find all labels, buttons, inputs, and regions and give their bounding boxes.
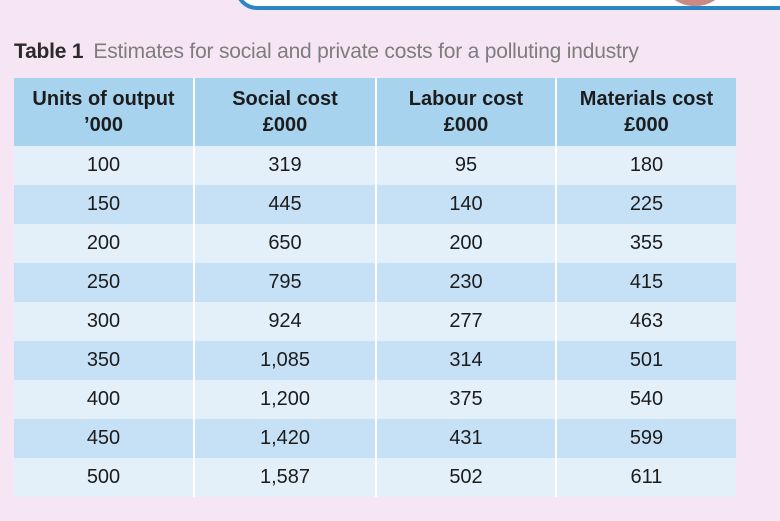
cell-social-cost: 1,420 — [194, 419, 377, 458]
column-header-materials-cost: Materials cost £000 — [556, 78, 736, 146]
column-header-line1: Units of output — [32, 88, 175, 110]
cell-units-of-output: 150 — [14, 185, 195, 224]
cell-social-cost: 1,587 — [194, 458, 377, 497]
table-row: 500 1,587 502 611 — [14, 458, 736, 497]
cell-units-of-output: 300 — [14, 302, 195, 341]
cell-materials-cost: 355 — [556, 224, 736, 263]
cell-materials-cost: 501 — [556, 341, 736, 380]
cell-materials-cost: 415 — [556, 263, 736, 302]
cell-units-of-output: 350 — [14, 341, 195, 380]
table-header: Units of output ’000 Social cost £000 La… — [14, 78, 736, 146]
table-row: 250 795 230 415 — [14, 263, 736, 302]
table-row: 350 1,085 314 501 — [14, 341, 736, 380]
decorative-image-fragment — [660, 0, 730, 6]
cell-labour-cost: 375 — [376, 380, 557, 419]
table-row: 450 1,420 431 599 — [14, 419, 736, 458]
table-row: 300 924 277 463 — [14, 302, 736, 341]
cell-units-of-output: 450 — [14, 419, 195, 458]
table-row: 400 1,200 375 540 — [14, 380, 736, 419]
table-caption: Table 1 Estimates for social and private … — [14, 40, 639, 64]
cell-units-of-output: 250 — [14, 263, 195, 302]
column-header-social-cost: Social cost £000 — [194, 78, 377, 146]
cell-labour-cost: 95 — [376, 146, 557, 185]
cell-labour-cost: 277 — [376, 302, 557, 341]
cell-labour-cost: 200 — [376, 224, 557, 263]
cell-materials-cost: 599 — [556, 419, 736, 458]
cell-materials-cost: 225 — [556, 185, 736, 224]
table-title: Estimates for social and private costs f… — [93, 40, 639, 63]
cell-social-cost: 1,085 — [194, 341, 377, 380]
cell-units-of-output: 200 — [14, 224, 195, 263]
table-row: 100 319 95 180 — [14, 146, 736, 185]
cell-units-of-output: 100 — [14, 146, 195, 185]
cell-units-of-output: 500 — [14, 458, 195, 497]
cell-social-cost: 445 — [194, 185, 377, 224]
cell-social-cost: 1,200 — [194, 380, 377, 419]
cell-materials-cost: 180 — [556, 146, 736, 185]
cell-social-cost: 924 — [194, 302, 377, 341]
column-header-line2: £000 — [624, 114, 669, 136]
table-body: 100 319 95 180 150 445 140 225 200 650 2… — [14, 146, 736, 497]
cell-labour-cost: 502 — [376, 458, 557, 497]
cell-social-cost: 650 — [194, 224, 377, 263]
cell-materials-cost: 540 — [556, 380, 736, 419]
table-row: 200 650 200 355 — [14, 224, 736, 263]
table-row: 150 445 140 225 — [14, 185, 736, 224]
column-header-labour-cost: Labour cost £000 — [376, 78, 557, 146]
column-header-line2: £000 — [262, 114, 308, 136]
header-row: Units of output ’000 Social cost £000 La… — [14, 78, 736, 146]
column-header-line1: Labour cost — [408, 88, 524, 110]
column-header-line1: Materials cost — [579, 88, 714, 110]
cell-labour-cost: 431 — [376, 419, 557, 458]
cell-labour-cost: 140 — [376, 185, 557, 224]
column-header-line2: £000 — [443, 114, 489, 136]
cell-units-of-output: 400 — [14, 380, 195, 419]
table-number-label: Table 1 — [14, 40, 84, 63]
cell-materials-cost: 463 — [556, 302, 736, 341]
cell-labour-cost: 314 — [376, 341, 557, 380]
cell-materials-cost: 611 — [556, 458, 736, 497]
cell-social-cost: 795 — [194, 263, 377, 302]
column-header-line2: ’000 — [84, 114, 123, 136]
column-header-line1: Social cost — [232, 88, 338, 110]
column-header-units-of-output: Units of output ’000 — [14, 78, 195, 146]
cell-labour-cost: 230 — [376, 263, 557, 302]
cost-estimates-table: Units of output ’000 Social cost £000 La… — [14, 78, 736, 497]
cell-social-cost: 319 — [194, 146, 377, 185]
